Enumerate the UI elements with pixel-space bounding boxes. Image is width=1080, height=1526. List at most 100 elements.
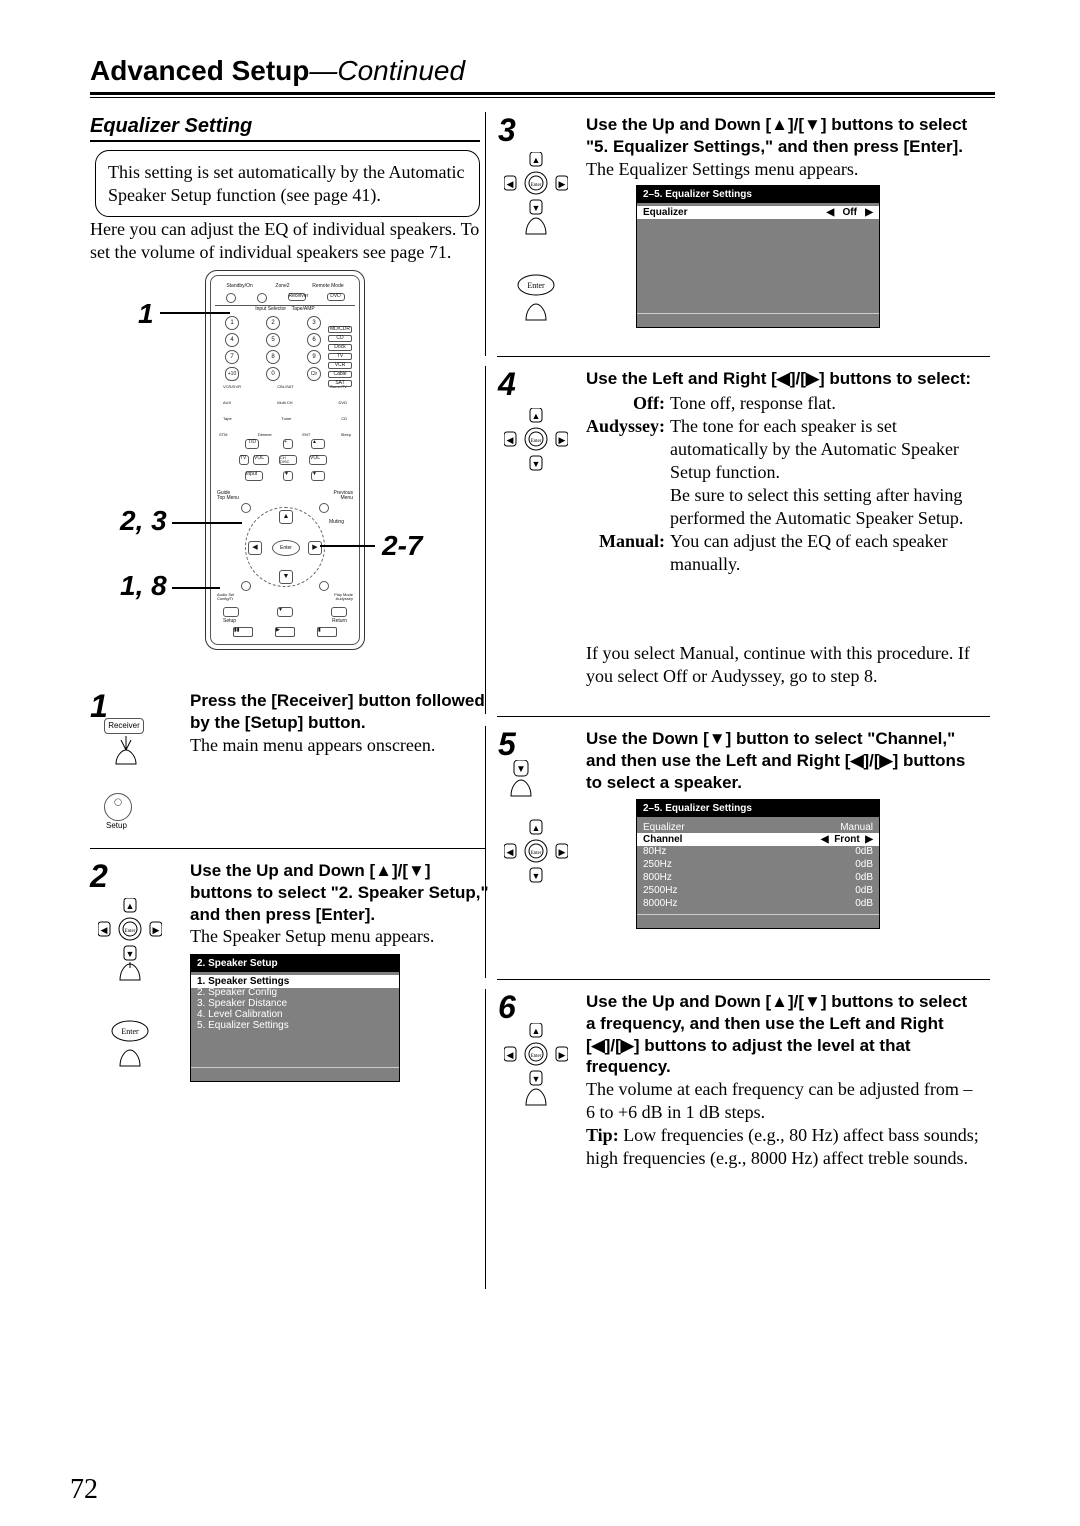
step2-body: The Speaker Setup menu appears. <box>190 925 490 948</box>
title-bold: Advanced Setup <box>90 55 309 86</box>
osd-title: 2–5. Equalizer Settings <box>637 800 879 817</box>
separator <box>90 848 485 849</box>
section-title: Equalizer Setting <box>90 115 252 138</box>
option-def: You can adjust the EQ of each speaker ma… <box>670 530 981 576</box>
osd-row-value: Manual <box>840 822 873 833</box>
osd-item: 4. Level Calibration <box>197 1009 393 1020</box>
svg-text:▼: ▼ <box>126 949 135 959</box>
remote-illustration: Standby/On Zone2 Remote Mode ReceiverDVD… <box>205 270 365 650</box>
option-label: Manual: <box>586 530 670 576</box>
svg-text:▲: ▲ <box>532 155 541 165</box>
svg-text:Enter: Enter <box>527 281 545 290</box>
osd-title: 2–5. Equalizer Settings <box>637 186 879 203</box>
svg-text:◀: ◀ <box>507 435 514 445</box>
step4-tail: If you select Manual, continue with this… <box>586 642 981 688</box>
svg-text:▼: ▼ <box>532 871 541 881</box>
separator <box>497 979 990 980</box>
option-def: Tone off, response flat. <box>670 392 981 415</box>
osd-item: 1. Speaker Settings <box>197 976 289 987</box>
osd-row-label: 80Hz <box>643 846 666 857</box>
svg-text:▶: ▶ <box>559 1050 566 1060</box>
step3-body: The Equalizer Settings menu appears. <box>586 158 981 181</box>
speaker-setup-osd: 2. Speaker Setup 1. Speaker Settings 2. … <box>190 954 400 1082</box>
option-label: Audyssey: <box>586 415 670 530</box>
lead-line <box>160 312 230 314</box>
svg-text:Enter: Enter <box>531 851 542 856</box>
dpad-icon: ▲ ◀ Enter ▶ ▼ Enter <box>504 152 568 335</box>
svg-text:▶: ▶ <box>559 435 566 445</box>
osd-item: 2. Speaker Config <box>197 987 393 998</box>
svg-text:▲: ▲ <box>532 1026 541 1036</box>
svg-text:Enter: Enter <box>125 929 136 934</box>
callout-23: 2, 3 <box>120 505 167 537</box>
callout-1: 1 <box>138 298 154 330</box>
lead-line <box>320 545 375 547</box>
step6-tip: Tip: Low frequencies (e.g., 80 Hz) affec… <box>586 1124 981 1170</box>
tip-label: Tip: <box>586 1125 619 1145</box>
callout-27: 2-7 <box>382 530 422 562</box>
svg-text:▼: ▼ <box>516 764 526 775</box>
receiver-setup-icon: Receiver ◯ Setup <box>104 718 164 858</box>
receiver-button-label: Receiver <box>104 718 144 734</box>
svg-text:◀: ◀ <box>507 847 514 857</box>
svg-text:▲: ▲ <box>532 823 541 833</box>
osd-title: 2. Speaker Setup <box>191 955 399 972</box>
callout-18: 1, 8 <box>120 570 167 602</box>
svg-text:Enter: Enter <box>531 439 542 444</box>
info-box: This setting is set automatically by the… <box>95 150 480 217</box>
osd-row-label: 2500Hz <box>643 885 677 896</box>
osd-row-value: Off <box>843 207 857 218</box>
svg-text:Enter: Enter <box>531 183 542 188</box>
step6-heading: Use the Up and Down [▲]/[▼] buttons to s… <box>586 991 981 1078</box>
title-rule <box>90 92 995 98</box>
svg-text:▶: ▶ <box>559 847 566 857</box>
setup-button-icon: ◯ <box>104 793 132 821</box>
svg-text:Enter: Enter <box>531 1054 542 1059</box>
option-def: The tone for each speaker is set automat… <box>670 415 981 530</box>
osd-row-value: 0dB <box>855 898 873 909</box>
osd-row-label: Equalizer <box>643 822 685 833</box>
step4-options: Off:Tone off, response flat. Audyssey:Th… <box>586 392 981 576</box>
osd-row-label: 800Hz <box>643 872 672 883</box>
tip-text: Low frequencies (e.g., 80 Hz) affect bas… <box>586 1125 979 1168</box>
dpad-icon: ▼ ▲ ◀ Enter ▶ ▼ <box>504 760 568 905</box>
osd-row-label: 250Hz <box>643 859 672 870</box>
step1-body: The main menu appears onscreen. <box>190 734 490 757</box>
title-continued: —Continued <box>309 55 465 86</box>
svg-text:▼: ▼ <box>532 459 541 469</box>
step1-heading: Press the [Receiver] button followed by … <box>190 690 490 734</box>
osd-row-value: Front <box>834 834 860 845</box>
svg-text:▶: ▶ <box>559 179 566 189</box>
step2-heading: Use the Up and Down [▲]/[▼] buttons to s… <box>190 860 490 925</box>
step5-number: 5 <box>498 726 516 763</box>
step4-heading: Use the Left and Right [◀]/[▶] buttons t… <box>586 368 981 390</box>
step4-number: 4 <box>498 366 516 403</box>
page-number: 72 <box>70 1474 98 1506</box>
separator <box>497 716 990 717</box>
osd-row-value: 0dB <box>855 885 873 896</box>
svg-text:◀: ◀ <box>507 179 514 189</box>
osd-row-value: 0dB <box>855 859 873 870</box>
step6-number: 6 <box>498 989 516 1026</box>
dpad-icon: ▲ ◀ Enter ▶ ▼ <box>504 1023 568 1128</box>
osd-row-label: Equalizer <box>643 207 687 218</box>
separator <box>497 356 990 357</box>
svg-text:▼: ▼ <box>532 203 541 213</box>
dpad-icon: ▲ ◀ Enter ▶ ▼ <box>504 408 568 483</box>
osd-row-value: 0dB <box>855 872 873 883</box>
step3-heading: Use the Up and Down [▲]/[▼] buttons to s… <box>586 114 981 158</box>
osd-item: 3. Speaker Distance <box>197 998 393 1009</box>
step5-heading: Use the Down [▼] button to select "Chann… <box>586 728 981 793</box>
step6-body: The volume at each frequency can be adju… <box>586 1078 981 1124</box>
svg-text:▲: ▲ <box>532 411 541 421</box>
step3-number: 3 <box>498 112 516 149</box>
osd-item: 5. Equalizer Settings <box>197 1020 393 1031</box>
eq-channel-osd: 2–5. Equalizer Settings EqualizerManual … <box>636 799 880 929</box>
step2-number: 2 <box>90 858 108 895</box>
lead-line <box>172 522 242 524</box>
lead-line <box>172 587 220 589</box>
option-label: Off: <box>586 392 670 415</box>
eq-settings-osd: 2–5. Equalizer Settings Equalizer Off <box>636 185 880 328</box>
svg-text:◀: ◀ <box>101 925 108 935</box>
svg-text:▶: ▶ <box>153 925 160 935</box>
